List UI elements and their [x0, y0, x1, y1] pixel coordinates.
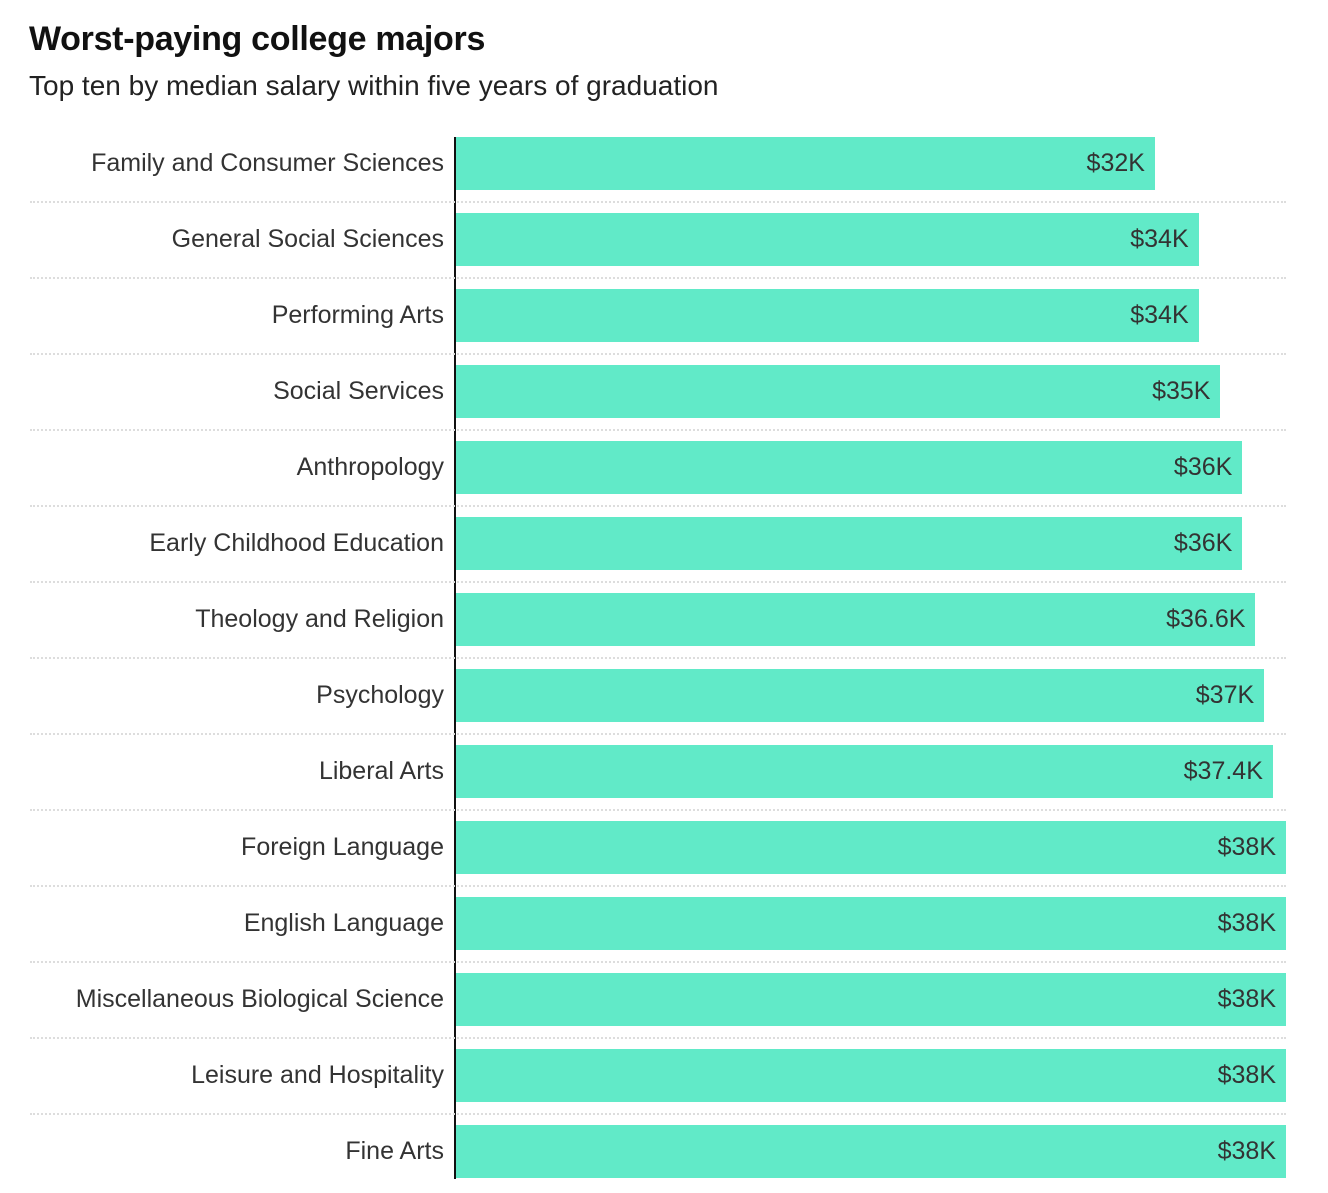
category-label: General Social Sciences: [171, 225, 444, 253]
bar: $34K: [456, 213, 1199, 266]
bar-value-label: $34K: [1130, 301, 1189, 329]
bar: $34K: [456, 289, 1199, 342]
bar-value-label: $37.4K: [1183, 757, 1263, 785]
category-label: Early Childhood Education: [149, 529, 444, 557]
row-separator: [30, 505, 1286, 507]
row-separator: [30, 961, 1286, 963]
chart-title: Worst-paying college majors: [29, 20, 486, 58]
category-label: Anthropology: [296, 453, 444, 481]
bar-value-label: $36K: [1173, 453, 1233, 481]
row-separator: [30, 1037, 1286, 1039]
bar: $38K: [456, 1049, 1286, 1102]
category-label: Miscellaneous Biological Science: [75, 985, 444, 1013]
bar-value-label: $32K: [1086, 149, 1145, 177]
bar-value-label: $38K: [1217, 909, 1276, 937]
bar-value-label: $37K: [1195, 681, 1255, 709]
bar-value-label: $34K: [1130, 225, 1189, 253]
category-label: English Language: [243, 909, 444, 937]
row-separator: [30, 353, 1286, 355]
bar-value-label: $35K: [1152, 377, 1211, 405]
row-separator: [30, 809, 1286, 811]
bar: $36K: [456, 441, 1243, 494]
category-label: Theology and Religion: [195, 605, 444, 633]
category-label: Family and Consumer Sciences: [91, 149, 444, 177]
category-label: Liberal Arts: [318, 757, 444, 785]
category-label: Psychology: [316, 681, 444, 709]
bar: $37.4K: [456, 745, 1273, 798]
bar: $38K: [456, 821, 1286, 874]
category-label: Fine Arts: [345, 1137, 444, 1165]
bar: $38K: [456, 973, 1286, 1026]
bar-value-label: $38K: [1217, 1137, 1276, 1165]
bar-value-label: $36.6K: [1166, 605, 1246, 633]
bar: $32K: [456, 137, 1155, 190]
bar: $35K: [456, 365, 1221, 418]
category-label: Social Services: [273, 377, 444, 405]
bar: $37K: [456, 669, 1265, 722]
bar: $38K: [456, 897, 1286, 950]
chart-subtitle: Top ten by median salary within five yea…: [29, 70, 719, 101]
bar-value-label: $38K: [1217, 833, 1276, 861]
bar-value-label: $38K: [1217, 1061, 1276, 1089]
bar: $36K: [456, 517, 1243, 570]
category-label: Foreign Language: [241, 833, 444, 861]
bar-value-label: $36K: [1173, 529, 1233, 557]
row-separator: [30, 581, 1286, 583]
bar-value-label: $38K: [1217, 985, 1276, 1013]
row-separator: [30, 657, 1286, 659]
row-separator: [30, 885, 1286, 887]
row-separator: [30, 429, 1286, 431]
bar: $38K: [456, 1125, 1286, 1178]
category-label: Leisure and Hospitality: [191, 1061, 444, 1089]
row-separator: [30, 733, 1286, 735]
row-separator: [30, 277, 1286, 279]
bar: $36.6K: [456, 593, 1256, 646]
row-separator: [30, 1113, 1286, 1115]
row-separator: [30, 201, 1286, 203]
category-label: Performing Arts: [271, 301, 444, 329]
